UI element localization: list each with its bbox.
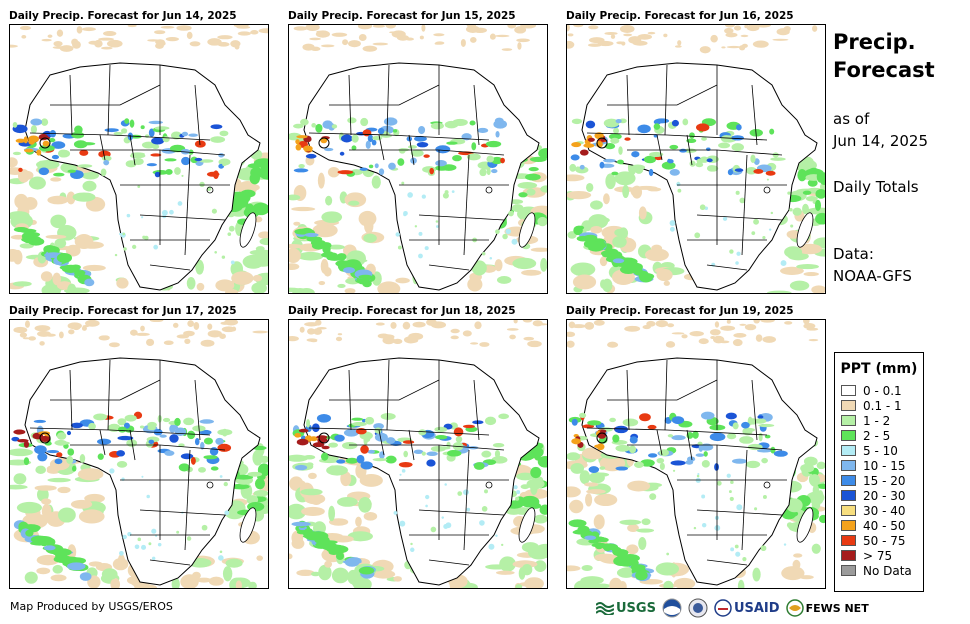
legend-swatch [841, 430, 856, 441]
legend-label: 15 - 20 [863, 473, 906, 488]
africa-map-svg [10, 25, 268, 293]
legend-label: 40 - 50 [863, 518, 906, 533]
globe-icon [785, 599, 804, 617]
legend-title: PPT (mm) [840, 361, 918, 377]
side-title: Precip. Forecast [833, 28, 935, 84]
side-title-line2: Forecast [833, 58, 935, 82]
as-of-value: Jun 14, 2025 [833, 132, 929, 150]
data-source: Data: NOAA-GFS [833, 243, 912, 287]
legend-swatch [841, 415, 856, 426]
legend-label: 1 - 2 [863, 413, 891, 428]
africa-map-svg [567, 25, 825, 293]
legend-swatch [841, 535, 856, 546]
africa-outline [24, 62, 261, 291]
usgs-wave-icon [596, 602, 614, 615]
legend-item: No Data [841, 563, 923, 578]
legend-label: 2 - 5 [863, 428, 891, 443]
daily-totals-label: Daily Totals [833, 178, 919, 196]
africa-map-svg [567, 320, 825, 588]
precip-map[interactable] [288, 24, 548, 294]
as-of-date: as of Jun 14, 2025 [833, 108, 928, 152]
fewsnet-logo-text: FEWS NET [805, 601, 869, 615]
legend-swatch [841, 400, 856, 411]
legend-label: 0 - 0.1 [863, 383, 902, 398]
forecast-panel-5: Daily Precip. Forecast for Jun 18, 2025 [288, 304, 550, 589]
legend-swatch [841, 460, 856, 471]
legend-item: 5 - 10 [841, 443, 923, 458]
usaid-logo-text: USAID [733, 600, 780, 616]
forecast-panel-6: Daily Precip. Forecast for Jun 19, 2025 [566, 304, 828, 589]
legend-label: 5 - 10 [863, 443, 898, 458]
legend-label: 30 - 40 [863, 503, 906, 518]
side-title-line1: Precip. [833, 30, 916, 54]
forecast-panel-3: Daily Precip. Forecast for Jun 16, 2025 [566, 9, 828, 294]
seal-logo-icon [688, 598, 708, 618]
panel-title: Daily Precip. Forecast for Jun 17, 2025 [9, 305, 237, 317]
legend-item: 30 - 40 [841, 503, 923, 518]
panel-title: Daily Precip. Forecast for Jun 16, 2025 [566, 10, 794, 22]
legend-item: 0 - 0.1 [841, 383, 923, 398]
forecast-panel-4: Daily Precip. Forecast for Jun 17, 2025 [9, 304, 271, 589]
legend-label: 10 - 15 [863, 458, 906, 473]
usgs-logo: USGS [596, 601, 656, 616]
forecast-panel-2: Daily Precip. Forecast for Jun 15, 2025 [288, 9, 550, 294]
usaid-seal-icon [714, 599, 732, 617]
legend-swatch [841, 385, 856, 396]
legend-swatch [841, 445, 856, 456]
map-credit: Map Produced by USGS/EROS [10, 600, 173, 613]
legend-item: 20 - 30 [841, 488, 923, 503]
legend-label: No Data [863, 563, 912, 578]
panel-title: Daily Precip. Forecast for Jun 19, 2025 [566, 305, 794, 317]
legend-label: 0.1 - 1 [863, 398, 902, 413]
legend-item: 0.1 - 1 [841, 398, 923, 413]
usaid-logo: USAID [714, 599, 780, 617]
data-source-label: Data: [833, 245, 874, 263]
precip-map[interactable] [566, 319, 826, 589]
panel-title: Daily Precip. Forecast for Jun 18, 2025 [288, 305, 516, 317]
legend-item: 15 - 20 [841, 473, 923, 488]
precip-map[interactable] [566, 24, 826, 294]
africa-map-svg [289, 25, 547, 293]
africa-map-svg [289, 320, 547, 588]
africa-map-svg [10, 320, 268, 588]
legend-swatch [841, 490, 856, 501]
legend-swatch [841, 550, 856, 561]
legend-item: 10 - 15 [841, 458, 923, 473]
usgs-logo-text: USGS [616, 600, 656, 616]
precip-map[interactable] [9, 24, 269, 294]
agency-logos: USGS USAID FEWS NET [596, 597, 869, 619]
legend-label: 50 - 75 [863, 533, 906, 548]
legend-item: 1 - 2 [841, 413, 923, 428]
legend-item: > 75 [841, 548, 923, 563]
legend-swatch [841, 505, 856, 516]
legend-label: > 75 [863, 548, 893, 563]
panel-title: Daily Precip. Forecast for Jun 14, 2025 [9, 10, 237, 22]
legend-swatch [841, 520, 856, 531]
legend-item: 40 - 50 [841, 518, 923, 533]
data-source-value: NOAA-GFS [833, 267, 912, 285]
legend-swatch [841, 565, 856, 576]
forecast-panel-1: Daily Precip. Forecast for Jun 14, 2025 [9, 9, 271, 294]
fewsnet-logo: FEWS NET [785, 599, 869, 617]
legend-label: 20 - 30 [863, 488, 906, 503]
legend-swatch [841, 475, 856, 486]
legend-item: 2 - 5 [841, 428, 923, 443]
as-of-label: as of [833, 110, 870, 128]
noaa-logo-icon [662, 598, 682, 618]
legend-item: 50 - 75 [841, 533, 923, 548]
panel-title: Daily Precip. Forecast for Jun 15, 2025 [288, 10, 516, 22]
precip-map[interactable] [9, 319, 269, 589]
precip-map[interactable] [288, 319, 548, 589]
